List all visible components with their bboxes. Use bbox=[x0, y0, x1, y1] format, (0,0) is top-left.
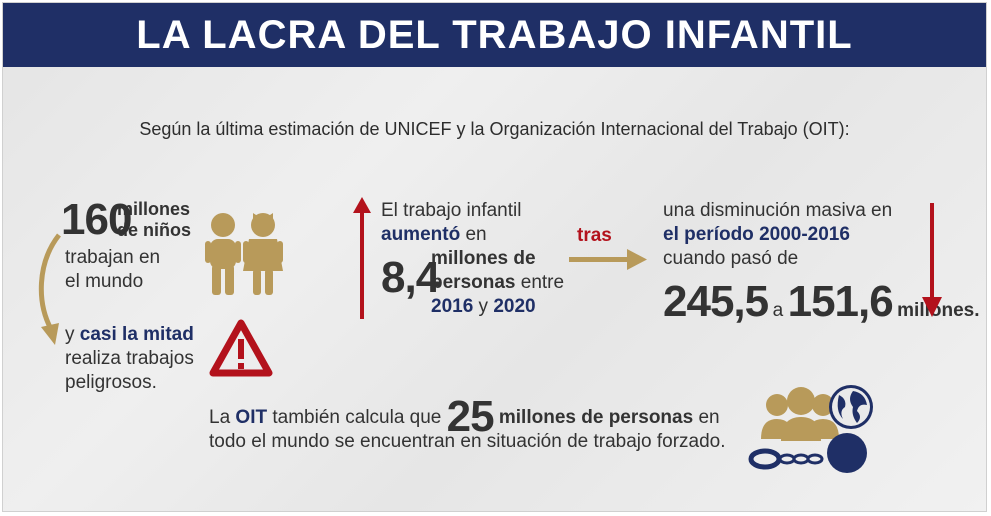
intro-text: Según la última estimación de UNICEF y l… bbox=[139, 119, 850, 139]
down-arrow-icon bbox=[922, 203, 942, 317]
children-count: 160 bbox=[61, 195, 132, 244]
decrease-to-value: 151,6 bbox=[787, 277, 894, 326]
curved-arrow-icon bbox=[38, 233, 61, 345]
connector-word: tras bbox=[577, 225, 612, 246]
warning-icon bbox=[209, 319, 273, 377]
forced-labor-icon bbox=[748, 385, 873, 473]
children-work-text: trabajan en el mundo bbox=[65, 247, 161, 292]
decrease-values: 245,5 a 151,6 millones. bbox=[663, 277, 980, 326]
children-count-unit: millones de niños bbox=[117, 199, 192, 240]
forced-labor-count: 25 bbox=[446, 392, 495, 441]
decrease-from-value: 245,5 bbox=[663, 277, 769, 326]
increase-unit: millones de personas entre 2016 y 2020 bbox=[431, 248, 565, 317]
page-title: LA LACRA DEL TRABAJO INFANTIL bbox=[136, 12, 853, 57]
children-icon bbox=[205, 213, 283, 295]
up-arrow-icon bbox=[353, 197, 371, 319]
title-banner: LA LACRA DEL TRABAJO INFANTIL bbox=[3, 3, 986, 67]
dangerous-work-text: y casi la mitad realiza trabajos peligro… bbox=[65, 324, 194, 393]
increase-text: El trabajo infantil aumentó en bbox=[381, 200, 522, 245]
increase-value: 8,4 bbox=[381, 253, 440, 302]
forced-labor-text: La OIT también calcula que 25 millones d… bbox=[209, 392, 726, 453]
decrease-text: una disminución masiva en el período 200… bbox=[663, 200, 893, 269]
right-arrow-icon bbox=[569, 249, 647, 270]
